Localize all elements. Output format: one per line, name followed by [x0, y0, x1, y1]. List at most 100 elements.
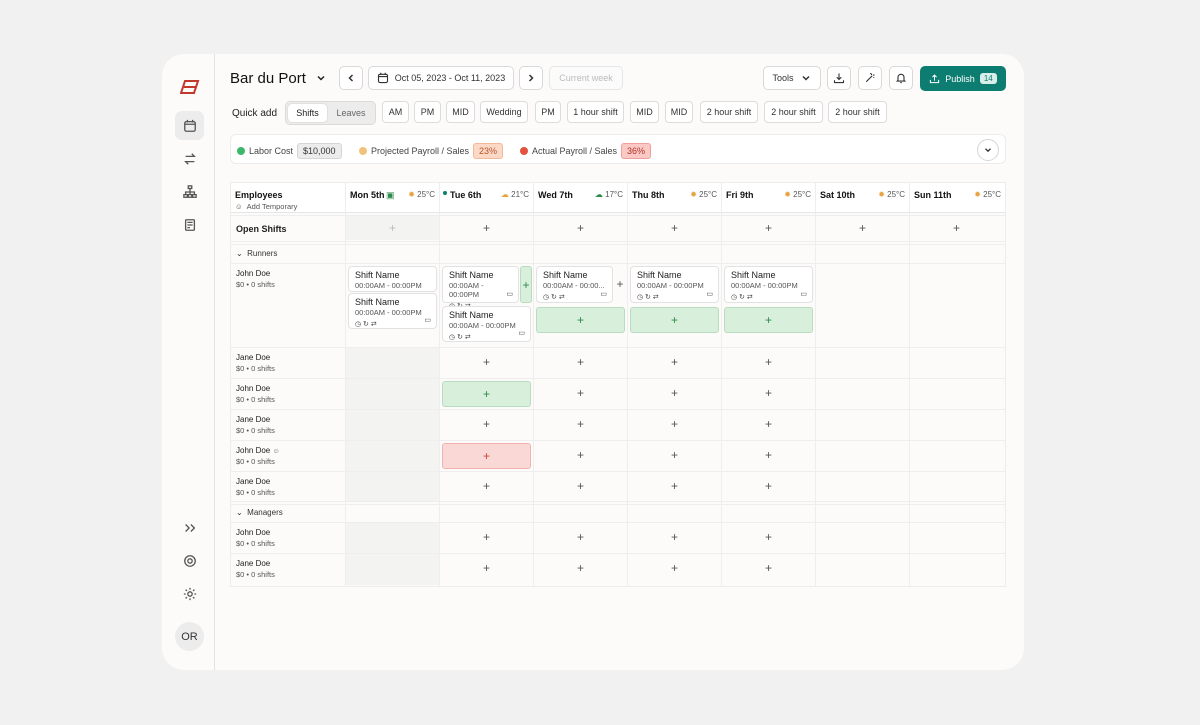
add-shift-button[interactable]: +: [520, 266, 532, 303]
quick-add-chip[interactable]: MID: [630, 101, 659, 123]
employee-name[interactable]: John Doe: [236, 269, 271, 278]
comment-icon[interactable]: ▭: [518, 330, 525, 337]
add-shift-button[interactable]: +: [482, 417, 490, 431]
employee-name[interactable]: Jane Doe: [236, 415, 271, 424]
add-shift-button[interactable]: +: [482, 530, 490, 544]
add-shift-button[interactable]: +: [442, 381, 531, 407]
add-shift-button[interactable]: +: [576, 417, 584, 431]
add-shift-button[interactable]: +: [670, 355, 678, 369]
add-temporary-link[interactable]: ☺ Add Temporary: [235, 202, 297, 211]
add-shift-button[interactable]: +: [764, 561, 772, 575]
day-header-fri[interactable]: Fri 9th ✹ 25°C: [722, 183, 816, 213]
quick-add-chip[interactable]: 2 hour shift: [764, 101, 823, 123]
group-runners[interactable]: ⌄ Runners: [236, 249, 277, 258]
calendar-icon[interactable]: [175, 111, 204, 140]
day-header-sat[interactable]: Sat 10th ✹ 25°C: [816, 183, 910, 213]
comment-icon[interactable]: ▭: [506, 291, 513, 298]
add-shift-button[interactable]: +: [670, 417, 678, 431]
shift-card[interactable]: Shift Name 00:00AM - 00:00PM: [348, 266, 437, 292]
add-shift-button[interactable]: +: [482, 355, 490, 369]
next-week-button[interactable]: [519, 66, 543, 90]
quick-add-chip[interactable]: PM: [414, 101, 441, 123]
add-shift-button[interactable]: +: [670, 530, 678, 544]
date-range-picker[interactable]: Oct 05, 2023 - Oct 11, 2023: [368, 66, 514, 90]
shift-card[interactable]: Shift Name 00:00AM - 00:00... ◷ ↻ ⇄ ▭: [536, 266, 613, 303]
swap-icon[interactable]: [175, 144, 204, 173]
add-shift-button[interactable]: +: [442, 443, 531, 469]
add-shift-button[interactable]: +: [764, 448, 772, 462]
employee-name[interactable]: John Doe: [236, 528, 271, 537]
add-shift-button[interactable]: +: [952, 221, 960, 235]
add-shift-button[interactable]: +: [482, 561, 490, 575]
chevron-down-icon[interactable]: [315, 72, 327, 86]
add-shift-button[interactable]: +: [724, 307, 813, 333]
add-shift-button[interactable]: +: [670, 479, 678, 493]
add-shift-button[interactable]: +: [388, 221, 396, 235]
employee-name[interactable]: John Doe: [236, 384, 271, 393]
download-button[interactable]: [827, 66, 851, 90]
add-shift-button[interactable]: +: [670, 386, 678, 400]
page-title[interactable]: Bar du Port: [230, 70, 306, 87]
help-icon[interactable]: [175, 546, 204, 575]
add-shift-button[interactable]: +: [764, 530, 772, 544]
quick-add-chip[interactable]: MID: [446, 101, 475, 123]
tools-dropdown[interactable]: Tools: [763, 66, 821, 90]
quick-add-chip[interactable]: PM: [535, 101, 561, 123]
prev-week-button[interactable]: [339, 66, 363, 90]
day-header-thu[interactable]: Thu 8th ✹ 25°C: [628, 183, 722, 213]
add-shift-button[interactable]: +: [576, 355, 584, 369]
quick-add-chip[interactable]: Wedding: [480, 101, 528, 123]
settings-icon[interactable]: [175, 579, 204, 608]
user-avatar[interactable]: OR: [175, 622, 204, 651]
add-shift-button[interactable]: +: [576, 221, 584, 235]
brand-logo-icon[interactable]: [179, 79, 200, 97]
add-shift-button[interactable]: +: [670, 561, 678, 575]
comment-icon[interactable]: ▭: [800, 291, 807, 298]
employee-name[interactable]: Jane Doe: [236, 353, 271, 362]
add-shift-button[interactable]: +: [670, 448, 678, 462]
add-shift-button[interactable]: +: [482, 221, 490, 235]
add-shift-button[interactable]: +: [764, 221, 772, 235]
report-icon[interactable]: [175, 210, 204, 239]
add-shift-button[interactable]: +: [616, 277, 624, 291]
add-shift-button[interactable]: +: [576, 448, 584, 462]
add-shift-button[interactable]: +: [630, 307, 719, 333]
comment-icon[interactable]: ▭: [600, 291, 607, 298]
quick-add-chip[interactable]: MID: [665, 101, 693, 123]
day-header-sun[interactable]: Sun 11th ✹ 25°C: [910, 183, 1005, 213]
expand-sidebar-icon[interactable]: [175, 513, 204, 542]
notifications-button[interactable]: [889, 66, 913, 90]
add-shift-button[interactable]: +: [764, 386, 772, 400]
add-shift-button[interactable]: +: [482, 479, 490, 493]
shift-card[interactable]: Shift Name 00:00AM - 00:00PM ◷ ↻ ⇄ ▭: [724, 266, 813, 303]
quick-add-chip[interactable]: 1 hour shift: [567, 101, 624, 123]
add-shift-button[interactable]: +: [670, 221, 678, 235]
add-shift-button[interactable]: +: [576, 386, 584, 400]
add-shift-button[interactable]: +: [576, 561, 584, 575]
comment-icon[interactable]: ▭: [706, 291, 713, 298]
shift-card[interactable]: Shift Name 00:00AM - 00:00PM ◷ ↻ ⇄ ▭: [348, 293, 437, 329]
tab-leaves[interactable]: Leaves: [336, 108, 366, 118]
quick-add-chip[interactable]: AM: [382, 101, 409, 123]
day-header-wed[interactable]: Wed 7th ☁ 17°C: [534, 183, 628, 213]
shift-card[interactable]: Shift Name 00:00AM - 00:00PM ◷ ↻ ⇄ ▭: [630, 266, 719, 303]
day-header-tue[interactable]: Tue 6th ☁ 21°C: [440, 183, 534, 213]
shift-card[interactable]: Shift Name 00:00AM - 00:00PM ◷ ↻ ⇄ ▭: [442, 306, 531, 342]
current-week-button[interactable]: Current week: [549, 66, 623, 90]
add-shift-button[interactable]: +: [576, 479, 584, 493]
add-shift-button[interactable]: +: [764, 417, 772, 431]
employee-name[interactable]: Jane Doe: [236, 477, 271, 486]
magic-wand-button[interactable]: [858, 66, 882, 90]
add-shift-button[interactable]: +: [764, 355, 772, 369]
tab-shifts[interactable]: Shifts: [288, 104, 327, 122]
add-shift-button[interactable]: +: [576, 530, 584, 544]
group-managers[interactable]: ⌄ Managers: [236, 508, 283, 517]
employee-name[interactable]: John Doe ☺: [236, 446, 280, 455]
collapse-metrics-button[interactable]: [977, 139, 999, 161]
publish-button[interactable]: Publish 14: [920, 66, 1006, 91]
quick-add-chip[interactable]: 2 hour shift: [700, 101, 758, 123]
comment-icon[interactable]: ▭: [424, 317, 431, 324]
add-shift-button[interactable]: +: [536, 307, 625, 333]
add-shift-button[interactable]: +: [764, 479, 772, 493]
day-header-mon[interactable]: Mon 5th ▣ ✹ 25°C: [346, 183, 440, 213]
